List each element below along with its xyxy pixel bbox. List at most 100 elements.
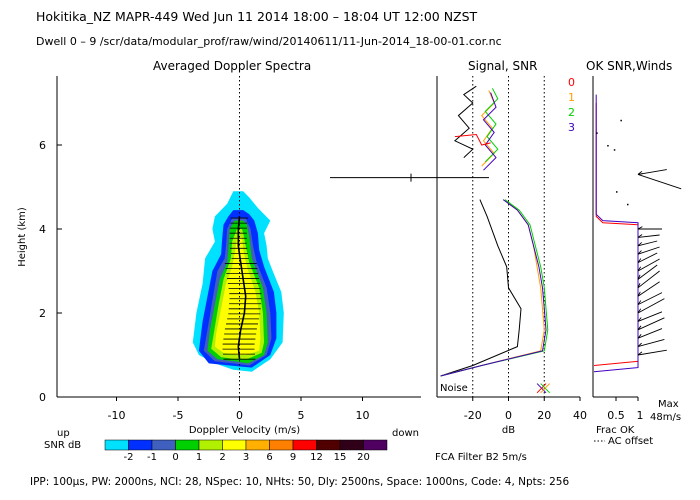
header-title: Hokitika_NZ MAPR-449 Wed Jun 11 2014 18:… xyxy=(36,9,478,24)
colorbar-tick-label: 9 xyxy=(290,452,296,463)
spectra-down-label: down xyxy=(392,428,419,439)
signal-x-tick-label: -20 xyxy=(464,409,482,422)
ok-x-tick-label: 1 xyxy=(637,409,644,422)
spectra-x-tick-label: -5 xyxy=(173,409,184,422)
wind-arrow xyxy=(637,240,658,247)
wind-dot xyxy=(627,203,629,206)
wind-arrow-head xyxy=(637,226,643,230)
colorbar-tick-label: 0 xyxy=(172,452,178,463)
colorbar-label: SNR dB xyxy=(44,440,81,451)
wind-arrow xyxy=(637,328,663,339)
spectra-x-tick-label: 0 xyxy=(236,409,243,422)
spectra-title: Averaged Doppler Spectra xyxy=(153,59,311,73)
colorbar-swatch xyxy=(128,439,153,451)
colorbar-tick-label: 3 xyxy=(243,452,249,463)
wind-arrow xyxy=(637,281,660,297)
colorbar-tick-label: -1 xyxy=(147,452,157,463)
spectra-x-tick-label: 5 xyxy=(298,409,305,422)
ok-x-axis-label: Frac OK xyxy=(596,425,635,436)
signal-series-line xyxy=(440,199,522,377)
signal-legend-label: 2 xyxy=(568,106,575,119)
ok-winds-title: OK SNR,Winds xyxy=(586,59,672,73)
wind-arrow-head xyxy=(637,291,641,297)
wind-arrow-head xyxy=(637,258,642,263)
ac-offset-label: AC offset xyxy=(608,436,653,447)
wind-dot xyxy=(616,191,618,193)
max-label: Max xyxy=(658,399,679,410)
colorbar-tick-label: -2 xyxy=(124,452,134,463)
signal-x-axis-label: dB xyxy=(502,425,515,436)
signal-series-line xyxy=(454,133,491,146)
signal-snr-title: Signal, SNR xyxy=(468,59,537,73)
signal-x-tick-label: 20 xyxy=(537,409,551,422)
signal-legend-label: 0 xyxy=(568,76,575,89)
wind-dot xyxy=(596,132,598,134)
colorbar-swatch xyxy=(316,439,341,451)
spectra-y-tick-label: 6 xyxy=(39,139,46,152)
wind-arrow xyxy=(637,298,665,314)
colorbar-tick-label: 15 xyxy=(334,452,347,463)
colorbar-tick-label: 6 xyxy=(266,452,272,463)
signal-x-tick-label: 40 xyxy=(573,409,587,422)
mean-velocity-line xyxy=(237,216,247,360)
spectra-y-tick-label: 2 xyxy=(39,307,46,320)
wind-dot xyxy=(620,119,622,122)
colorbar-tick-label: 12 xyxy=(310,452,323,463)
spectra-x-tick-label: -10 xyxy=(108,409,126,422)
signal-legend-label: 3 xyxy=(568,121,575,134)
wind-arrow-head xyxy=(637,351,643,356)
wind-arrow xyxy=(637,234,660,238)
wind-arrow xyxy=(637,258,660,272)
noise-marker xyxy=(540,383,550,394)
colorbar-swatch xyxy=(222,439,247,451)
wind-arrow-head xyxy=(637,325,642,331)
spectra-up-label: up xyxy=(57,428,70,439)
wind-arrow-head xyxy=(637,300,642,305)
header-subtitle: Dwell 0 – 9 /scr/data/modular_prof/raw/w… xyxy=(36,35,502,48)
spectra-x-tick-label: 10 xyxy=(356,409,370,422)
spectra-x-axis-label: Doppler Velocity (m/s) xyxy=(189,425,300,436)
wind-arrow-head xyxy=(637,274,641,280)
signal-series-line xyxy=(484,88,499,163)
wind-arrow-head xyxy=(637,234,643,238)
colorbar-tick-label: 1 xyxy=(196,452,202,463)
wind-dot xyxy=(613,149,616,151)
noise-label: Noise xyxy=(440,383,468,394)
fca-filter-label: FCA Filter B2 5m/s xyxy=(435,452,527,463)
signal-series-line xyxy=(482,92,497,171)
wind-arrow-head xyxy=(637,173,644,175)
frac-ok-line xyxy=(593,94,639,373)
wind-arrow xyxy=(637,173,682,190)
wind-arrow-head xyxy=(637,250,642,255)
colorbar-swatch xyxy=(151,439,176,451)
colorbar-swatch xyxy=(339,439,364,451)
wind-arrow xyxy=(637,270,660,289)
footer-parameters: IPP: 100µs, PW: 2000ns, NCI: 28, NSpec: … xyxy=(30,476,570,488)
wind-arrow-head xyxy=(637,334,642,339)
frac-ok-line xyxy=(593,103,639,366)
wind-arrow xyxy=(637,252,658,264)
wind-arrow xyxy=(637,246,660,255)
wind-arrow-head xyxy=(637,242,642,247)
wind-arrow-head xyxy=(637,342,642,347)
colorbar-swatch xyxy=(198,439,223,451)
ok-x-tick-label: 0.5 xyxy=(607,409,625,422)
wind-arrow-head xyxy=(637,283,641,288)
wind-arrow xyxy=(637,264,658,280)
signal-series-line xyxy=(440,199,549,377)
snr-contour-3 xyxy=(214,237,261,355)
spectra-y-axis-label: Height (km) xyxy=(17,207,28,267)
wind-arrow xyxy=(637,311,663,322)
wind-arrow-head xyxy=(637,308,642,314)
noise-marker xyxy=(536,383,547,394)
spectra-y-tick-label: 4 xyxy=(39,223,46,236)
colorbar-swatch xyxy=(245,439,270,451)
signal-series-line xyxy=(453,85,477,158)
signal-legend-label: 1 xyxy=(568,91,575,104)
spectra-y-tick-label: 0 xyxy=(39,391,46,404)
wind-arrow xyxy=(637,292,663,306)
wind-arrow xyxy=(637,349,667,356)
wind-dot xyxy=(607,145,609,147)
wind-arrow-head xyxy=(637,266,642,272)
